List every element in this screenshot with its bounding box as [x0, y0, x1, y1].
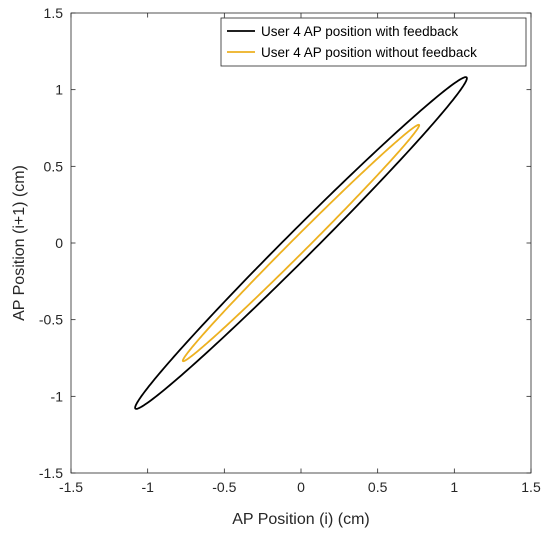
y-tick-label: -0.5 — [39, 312, 63, 328]
y-tick-label: 0.5 — [44, 158, 64, 174]
y-tick-label: 1 — [55, 82, 63, 98]
legend: User 4 AP position with feedback User 4 A… — [220, 17, 527, 67]
x-tick-label: 1 — [450, 479, 458, 495]
x-tick-label: -1 — [141, 479, 154, 495]
legend-box — [220, 17, 527, 67]
x-tick-label: 0.5 — [368, 479, 388, 495]
y-tick-label: -1.5 — [39, 465, 63, 481]
y-tick-label: 0 — [55, 235, 63, 251]
x-tick-label: 1.5 — [521, 479, 541, 495]
x-tick-label: -0.5 — [212, 479, 236, 495]
series-line-1 — [134, 76, 468, 410]
series-line-2 — [181, 123, 421, 363]
x-tick-label: -1.5 — [59, 479, 83, 495]
plot-frame — [70, 12, 532, 474]
x-axis-label: AP Position (i) (cm) — [232, 511, 370, 528]
y-axis-label: AP Position (i+1) (cm) — [11, 165, 28, 321]
plot-area — [71, 13, 531, 473]
x-tick-label: 0 — [297, 479, 305, 495]
y-tick-label: -1 — [51, 388, 64, 404]
legend-label-1: User 4 AP position with feedback — [261, 24, 458, 39]
y-tick-label: 1.5 — [44, 5, 64, 21]
series-layer — [134, 76, 468, 410]
legend-label-2: User 4 AP position without feedback — [261, 45, 477, 60]
